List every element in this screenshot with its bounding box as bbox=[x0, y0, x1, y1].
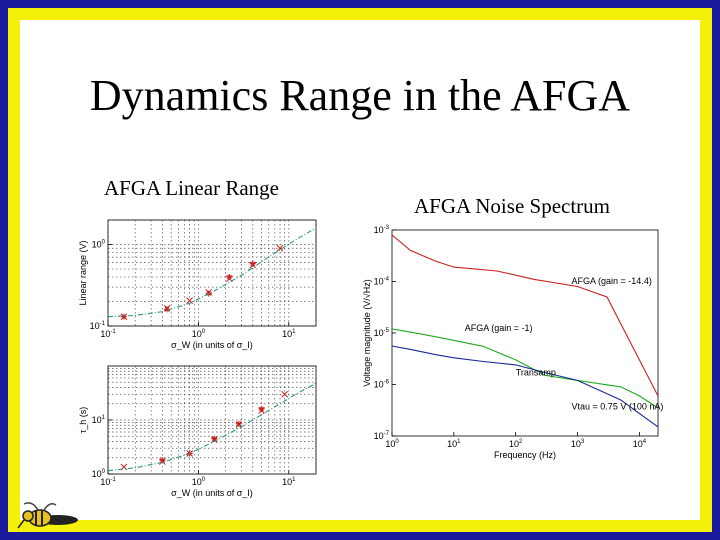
x-marker-point bbox=[276, 244, 284, 252]
star-marker-point bbox=[249, 260, 256, 267]
x-tick-label: 102 bbox=[509, 439, 523, 449]
bee-logo bbox=[17, 502, 78, 529]
y-tick-label: 10-5 bbox=[374, 328, 390, 338]
y-tick-label: 10-7 bbox=[374, 431, 390, 441]
y-tick-label: 100 bbox=[92, 469, 106, 479]
slide-canvas bbox=[20, 20, 700, 520]
x-marker-point bbox=[281, 390, 289, 398]
y-axis-label: Voltage magnitude (V/√Hz) bbox=[362, 279, 372, 387]
y-tick-label: 100 bbox=[92, 240, 106, 250]
x-tick-label: 104 bbox=[633, 439, 647, 449]
series-line-1 bbox=[391, 328, 659, 409]
y-tick-label: 10-6 bbox=[374, 380, 390, 390]
series-line-0 bbox=[391, 234, 659, 397]
series-line-2 bbox=[107, 227, 317, 318]
x-tick-label: 101 bbox=[282, 329, 296, 339]
x-tick-label: 101 bbox=[282, 477, 296, 487]
series-annotation: Transamp bbox=[516, 367, 556, 377]
x-tick-label: 100 bbox=[192, 477, 206, 487]
y-tick-label: 10-4 bbox=[374, 277, 390, 287]
star-marker-point bbox=[120, 313, 127, 320]
star-marker-point bbox=[159, 457, 166, 464]
right-caption: AFGA Noise Spectrum bbox=[414, 194, 610, 218]
x-axis-label: Frequency (Hz) bbox=[494, 450, 556, 460]
series-annotation: AFGA (gain = -1) bbox=[465, 323, 533, 333]
star-marker-point bbox=[164, 306, 171, 313]
star-marker-point bbox=[235, 420, 242, 427]
series-annotation: Vtau = 0.75 V (100 nA) bbox=[572, 401, 664, 411]
x-tick-label: 103 bbox=[571, 439, 585, 449]
x-axis-label: σ_W (in units of σ_I) bbox=[171, 488, 253, 498]
y-axis-label: τ_h (s) bbox=[78, 407, 88, 434]
x-tick-label: 101 bbox=[447, 439, 461, 449]
star-marker-point bbox=[258, 405, 265, 412]
x-marker-point bbox=[186, 297, 193, 304]
x-axis-label: σ_W (in units of σ_I) bbox=[171, 340, 253, 350]
x-tick-label: 100 bbox=[385, 439, 399, 449]
x-tick-label: 100 bbox=[192, 329, 206, 339]
star-marker-point bbox=[211, 435, 218, 442]
plot-frame bbox=[107, 219, 317, 327]
y-tick-label: 101 bbox=[92, 415, 106, 425]
x-tick-label: 10-1 bbox=[100, 477, 116, 487]
left-caption: AFGA Linear Range bbox=[104, 176, 279, 200]
star-marker-point bbox=[226, 273, 233, 280]
series-line-2 bbox=[107, 382, 317, 472]
slide-title: Dynamics Range in the AFGA bbox=[89, 71, 631, 120]
series-line-2 bbox=[391, 345, 659, 428]
x-tick-label: 10-1 bbox=[100, 329, 116, 339]
y-tick-label: 10-3 bbox=[374, 225, 390, 235]
series-annotation: AFGA (gain = -14.4) bbox=[572, 276, 652, 286]
y-axis-label: Linear range (V) bbox=[78, 240, 88, 305]
noise-spectrum-chart: 100 101 102 103 104 10-3 10-4 10-5 10-6 10-7 Frequ… bbox=[362, 225, 664, 460]
y-tick-label: 10-1 bbox=[90, 321, 106, 331]
